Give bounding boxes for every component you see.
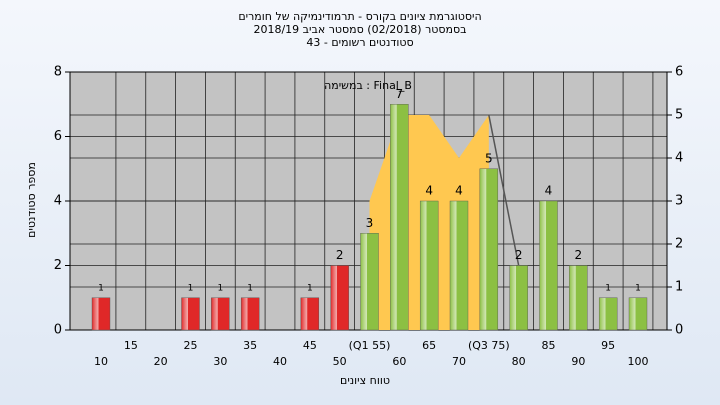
x-tick-label: 90 — [571, 355, 585, 368]
x-tick-label: 10 — [94, 355, 108, 368]
y2-tick-label: 3 — [675, 194, 683, 209]
data-label: 1 — [247, 283, 253, 293]
line — [488, 114, 520, 266]
y2-tick-label: 6 — [675, 65, 683, 80]
y-tick-label: 2 — [54, 258, 62, 273]
chart-subtitle: בסמסטר (02/2018) סמסטר אביב 2018/19 — [253, 23, 466, 36]
bar — [539, 200, 558, 331]
x-tick-label: 40 — [273, 355, 287, 368]
data-label: 7 — [396, 87, 404, 101]
chart-title: היסטוגרמת ציונים בקורס - תרמודינמיקה של … — [238, 10, 481, 23]
data-label: 3 — [366, 216, 374, 230]
x-tick-label: (Q1 55) — [349, 339, 391, 352]
x-tick-label: 85 — [542, 339, 556, 352]
y2-tick-label: 4 — [675, 151, 683, 166]
y-tick-label: 0 — [54, 323, 62, 338]
y-axis-label: מספר סטודנטים — [25, 162, 38, 238]
x-tick-label: 80 — [512, 355, 526, 368]
data-label: 1 — [188, 283, 194, 293]
data-label: 4 — [545, 184, 553, 198]
y2-tick-label: 2 — [675, 237, 683, 252]
data-label: 1 — [98, 283, 104, 293]
x-tick-label: 100 — [628, 355, 649, 368]
data-label: 1 — [605, 283, 611, 293]
bar — [598, 297, 618, 331]
bar — [419, 200, 439, 331]
x-tick-label: 95 — [601, 339, 615, 352]
x-tick-label: 65 — [422, 339, 436, 352]
bar — [449, 200, 469, 331]
bar — [360, 233, 379, 331]
data-label: 4 — [425, 184, 433, 198]
x-tick-label: 50 — [333, 355, 347, 368]
x-tick-label: (Q3 75) — [468, 339, 510, 352]
x-tick-label: 15 — [124, 339, 138, 352]
data-label: 2 — [515, 248, 523, 262]
y-tick-label: 6 — [54, 129, 62, 144]
y-tick-label: 4 — [54, 194, 62, 209]
y2-tick-label: 5 — [675, 108, 683, 123]
y2-tick-label: 0 — [675, 323, 683, 338]
data-label: 2 — [336, 248, 344, 262]
bar — [300, 297, 320, 331]
y2-tick-label: 1 — [675, 280, 683, 295]
data-label: 5 — [485, 151, 493, 165]
bar — [509, 265, 528, 331]
x-tick-label: 30 — [213, 355, 227, 368]
bar — [628, 297, 648, 331]
data-label: 1 — [307, 283, 313, 293]
chart-subtitle: סטודנטים רשומים - 43 — [306, 36, 413, 49]
x-tick-label: 45 — [303, 339, 317, 352]
x-tick-label: 70 — [452, 355, 466, 368]
annotation: במשימה : Final_B — [324, 79, 412, 92]
bar — [181, 297, 200, 331]
bar — [479, 168, 499, 331]
bar — [240, 297, 260, 331]
y-tick-label: 8 — [54, 65, 62, 80]
bar — [211, 297, 230, 331]
x-tick-label: 60 — [392, 355, 406, 368]
data-label: 1 — [635, 283, 641, 293]
bar — [569, 265, 588, 331]
data-label: 2 — [575, 248, 583, 262]
data-label: 4 — [455, 184, 463, 198]
x-tick-label: 25 — [184, 339, 198, 352]
x-axis-label: טווח ציונים — [340, 374, 390, 387]
data-label: 1 — [217, 283, 223, 293]
x-tick-label: 20 — [154, 355, 168, 368]
bar — [390, 104, 409, 331]
bar — [91, 297, 111, 331]
x-tick-label: 35 — [243, 339, 257, 352]
bar — [330, 265, 349, 331]
